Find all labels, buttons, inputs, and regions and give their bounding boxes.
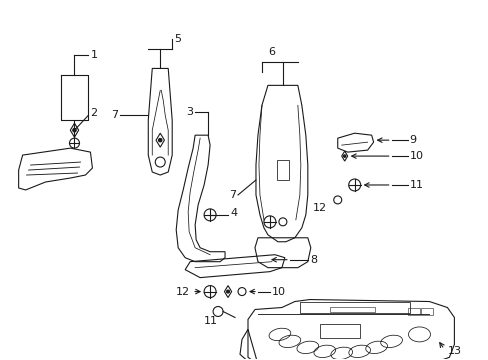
- Bar: [276, 160, 288, 180]
- Bar: [319, 324, 359, 338]
- Text: 7: 7: [111, 110, 118, 120]
- Circle shape: [226, 290, 229, 293]
- Text: 3: 3: [186, 107, 193, 117]
- Text: 1: 1: [90, 50, 97, 60]
- Text: 13: 13: [447, 346, 461, 356]
- Text: 11: 11: [203, 316, 218, 327]
- Text: 6: 6: [268, 48, 275, 58]
- Bar: [299, 302, 408, 314]
- Bar: [421, 307, 432, 315]
- Text: 4: 4: [229, 208, 237, 218]
- Text: 7: 7: [228, 190, 236, 200]
- Text: 5: 5: [174, 33, 181, 44]
- Text: 12: 12: [312, 203, 326, 213]
- Bar: [407, 307, 419, 315]
- Text: 10: 10: [408, 151, 423, 161]
- Text: 2: 2: [90, 108, 98, 118]
- Bar: [329, 306, 374, 312]
- Text: 12: 12: [176, 287, 190, 297]
- Text: 8: 8: [309, 255, 316, 265]
- Text: 11: 11: [408, 180, 423, 190]
- Circle shape: [73, 129, 76, 132]
- Circle shape: [158, 138, 162, 142]
- Text: 10: 10: [271, 287, 285, 297]
- Circle shape: [343, 155, 345, 157]
- Text: 9: 9: [408, 135, 416, 145]
